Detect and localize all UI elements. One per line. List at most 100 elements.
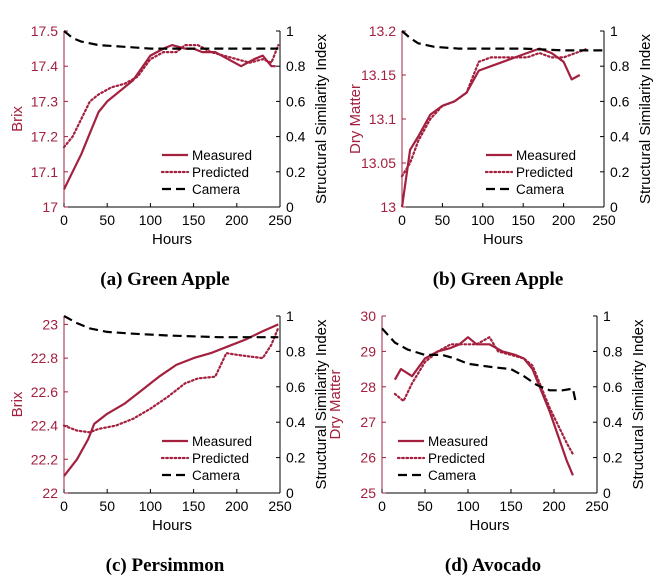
x-axis-label: Hours — [152, 231, 192, 248]
series-line-measured — [393, 336, 574, 476]
y-tick-label: 28 — [360, 379, 376, 395]
y-tick-label: 13.15 — [361, 67, 396, 83]
legend-entry-camera: Camera — [192, 182, 241, 197]
x-tick-label: 250 — [585, 498, 609, 514]
y-tick-label: 13.2 — [369, 23, 396, 39]
x-tick-label: 0 — [398, 212, 406, 228]
y-tick-label: 27 — [360, 414, 376, 430]
y-tick-label: 17.2 — [31, 129, 58, 145]
y2-tick-label: 0.4 — [610, 129, 630, 145]
y-tick-label: 22 — [42, 485, 58, 501]
y2-tick-label: 0.4 — [286, 129, 306, 145]
series-line-camera — [63, 315, 279, 339]
y-tick-label: 22.6 — [31, 384, 58, 400]
x-tick-label: 150 — [182, 212, 206, 228]
x-tick-label: 100 — [456, 498, 480, 514]
legend-entry-predicted: Predicted — [192, 165, 249, 180]
x-tick-label: 200 — [225, 498, 249, 514]
y2-tick-label: 0.8 — [286, 343, 306, 359]
panel-caption: (c) Persimmon — [106, 555, 225, 576]
series-line-camera — [63, 30, 279, 50]
x-tick-label: 0 — [378, 498, 386, 514]
y2-tick-label: 0 — [603, 485, 611, 501]
y2-tick-label: 0.6 — [603, 379, 623, 395]
y2-axis-label: Structural Similarity Index — [313, 319, 330, 490]
y-tick-label: 22.8 — [31, 350, 58, 366]
y-tick-label: 17.3 — [31, 93, 58, 109]
y-tick-label: 23 — [42, 316, 58, 332]
y-tick-label: 25 — [360, 485, 376, 501]
series-line-predicted — [62, 43, 280, 149]
series-line-predicted — [62, 326, 280, 434]
legend-entry-measured: Measured — [516, 148, 576, 163]
y2-tick-label: 0.6 — [286, 93, 306, 109]
legend-entry-measured: Measured — [192, 434, 252, 449]
y-tick-label: 29 — [360, 343, 376, 359]
y2-tick-label: 0.2 — [603, 450, 623, 466]
y2-tick-label: 1 — [286, 308, 294, 324]
y-tick-label: 13 — [380, 199, 396, 215]
legend-entry-measured: Measured — [192, 148, 252, 163]
x-tick-label: 50 — [417, 498, 433, 514]
y2-axis-label: Structural Similarity Index — [313, 33, 330, 204]
x-axis-label: Hours — [152, 517, 192, 534]
y2-tick-label: 1 — [286, 23, 294, 39]
y2-tick-label: 0.8 — [603, 343, 623, 359]
x-tick-label: 50 — [99, 498, 115, 514]
x-tick-label: 50 — [435, 212, 451, 228]
y2-tick-label: 0.6 — [286, 379, 306, 395]
y2-tick-label: 0 — [610, 199, 618, 215]
series-line-camera — [401, 30, 604, 52]
x-tick-label: 250 — [268, 498, 292, 514]
series-line-predicted — [393, 336, 575, 456]
y2-tick-label: 0.6 — [610, 93, 630, 109]
y-axis-label: Dry Matter — [347, 84, 364, 154]
series-line-measured — [400, 47, 581, 208]
y-tick-label: 17.1 — [31, 164, 58, 180]
y2-tick-label: 1 — [603, 308, 611, 324]
x-tick-label: 100 — [471, 212, 495, 228]
y2-tick-label: 0.2 — [286, 164, 306, 180]
x-axis-label: Hours — [483, 231, 523, 248]
legend-entry-predicted: Predicted — [428, 451, 485, 466]
y2-tick-label: 1 — [610, 23, 618, 39]
y-axis-label: Brix — [9, 391, 26, 417]
y-tick-label: 26 — [360, 450, 376, 466]
series-line-measured — [63, 43, 276, 190]
y-tick-label: 17.4 — [31, 58, 58, 74]
y-tick-label: 22.4 — [31, 418, 58, 434]
series-line-camera — [381, 327, 577, 402]
x-tick-label: 50 — [99, 212, 115, 228]
y2-tick-label: 0.4 — [286, 414, 306, 430]
y-axis-label: Brix — [9, 106, 26, 132]
y2-tick-label: 0 — [286, 485, 294, 501]
x-tick-label: 200 — [225, 212, 249, 228]
legend-entry-predicted: Predicted — [516, 165, 573, 180]
x-tick-label: 150 — [512, 212, 536, 228]
y2-axis-label: Structural Similarity Index — [637, 33, 654, 204]
legend-entry-camera: Camera — [516, 182, 565, 197]
y2-tick-label: 0.2 — [286, 450, 306, 466]
legend-entry-camera: Camera — [192, 468, 241, 483]
legend-entry-measured: Measured — [428, 434, 488, 449]
x-tick-label: 250 — [268, 212, 292, 228]
x-tick-label: 100 — [139, 212, 163, 228]
y-tick-label: 13.1 — [369, 111, 396, 127]
y2-axis-label: Structural Similarity Index — [630, 319, 647, 490]
panel-caption: (b) Green Apple — [433, 269, 564, 290]
panel-caption: (d) Avocado — [445, 555, 541, 576]
x-tick-label: 250 — [592, 212, 616, 228]
y-tick-label: 17 — [42, 199, 58, 215]
y-tick-label: 13.05 — [361, 155, 396, 171]
series-line-measured — [63, 323, 279, 477]
y-tick-label: 22.2 — [31, 451, 58, 467]
y2-tick-label: 0.4 — [603, 414, 623, 430]
y-tick-label: 30 — [360, 308, 376, 324]
panel-caption: (a) Green Apple — [100, 269, 229, 290]
legend-entry-predicted: Predicted — [192, 451, 249, 466]
x-axis-label: Hours — [469, 517, 509, 534]
x-tick-label: 100 — [139, 498, 163, 514]
series-line-predicted — [400, 47, 589, 178]
y-tick-label: 17.5 — [31, 23, 58, 39]
